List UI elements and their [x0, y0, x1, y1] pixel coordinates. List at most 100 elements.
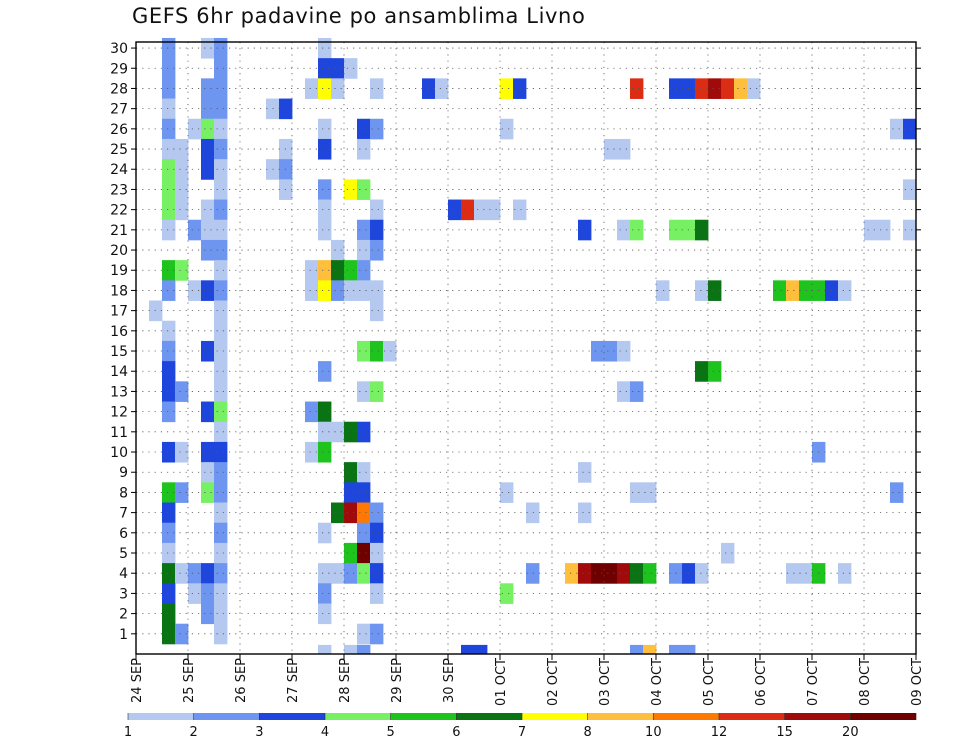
heatmap-cell	[201, 401, 215, 423]
heatmap-cell	[305, 260, 319, 281]
heatmap-cell	[682, 644, 696, 655]
heatmap-cell	[214, 583, 228, 604]
heatmap-cell	[175, 623, 189, 645]
heatmap-cell	[344, 644, 358, 655]
heatmap-cell	[162, 583, 176, 604]
y-tick-label: 29	[110, 61, 128, 77]
heatmap-cell	[838, 280, 852, 301]
heatmap-cell	[214, 482, 228, 503]
heatmap-cell	[422, 78, 436, 99]
heatmap-cell	[175, 159, 189, 180]
heatmap-cell	[708, 78, 722, 99]
heatmap-cell	[214, 219, 228, 241]
heatmap-cell	[305, 441, 319, 463]
heatmap-cell	[357, 502, 371, 524]
heatmap-cell	[162, 179, 176, 200]
heatmap-cell	[162, 482, 176, 503]
y-tick-label: 19	[110, 263, 128, 279]
heatmap-cell	[188, 280, 202, 301]
colorbar-swatch	[784, 713, 851, 720]
y-tick-label: 1	[119, 627, 128, 643]
heatmap-cell	[357, 280, 371, 301]
y-tick-label: 22	[110, 203, 128, 219]
heatmap-cell	[162, 603, 176, 625]
heatmap-cell	[864, 219, 878, 241]
heatmap-cell	[201, 563, 215, 584]
heatmap-cell	[357, 482, 371, 503]
heatmap-cell	[604, 340, 618, 362]
y-tick-label: 24	[110, 162, 128, 178]
heatmap-cell	[318, 522, 332, 544]
heatmap-cell	[201, 219, 215, 241]
heatmap-cell	[487, 199, 501, 221]
heatmap-cell	[357, 623, 371, 645]
heatmap-cell	[786, 563, 800, 584]
heatmap-cell	[513, 78, 527, 99]
y-tick-label: 4	[119, 566, 128, 582]
heatmap-cell	[162, 522, 176, 544]
heatmap-cell	[214, 78, 228, 99]
heatmap-cell	[162, 623, 176, 645]
y-tick-label: 14	[110, 364, 128, 380]
colorbar-swatch	[587, 713, 654, 720]
heatmap-cell	[344, 563, 358, 584]
x-tick-label: 07 OCT	[806, 658, 821, 706]
heatmap-cell	[721, 78, 735, 99]
heatmap-cell	[656, 280, 670, 301]
heatmap-cell	[357, 239, 371, 261]
heatmap-cell	[903, 118, 917, 140]
heatmap-cell	[318, 563, 332, 584]
x-tick-label: 08 OCT	[858, 658, 873, 706]
x-tick-label: 01 OCT	[494, 658, 509, 706]
heatmap-cell	[695, 563, 709, 584]
heatmap-cell	[214, 300, 228, 322]
x-tick-label: 24 SEP	[130, 658, 145, 703]
heatmap-cell	[201, 482, 215, 503]
chart-title: GEFS 6hr padavine po ansamblima Livno	[132, 4, 586, 28]
heatmap-cell	[357, 522, 371, 544]
heatmap-cell	[214, 98, 228, 120]
heatmap-cell	[695, 219, 709, 241]
heatmap-cell	[630, 563, 644, 584]
heatmap-cell	[214, 340, 228, 362]
heatmap-cell	[786, 280, 800, 301]
heatmap-cell	[214, 159, 228, 180]
heatmap-cell	[721, 542, 735, 564]
colorbar-label: 8	[584, 725, 592, 740]
heatmap-cell	[162, 401, 176, 423]
y-tick-label: 10	[110, 445, 128, 461]
heatmap-cell	[305, 280, 319, 301]
heatmap-cell	[175, 381, 189, 402]
heatmap-cell	[318, 138, 332, 160]
heatmap-cell	[162, 381, 176, 402]
x-tick-label: 03 OCT	[598, 658, 613, 706]
x-tick-label: 05 OCT	[702, 658, 717, 706]
heatmap-cell	[617, 340, 631, 362]
heatmap-cell	[357, 542, 371, 564]
heatmap-cell	[318, 199, 332, 221]
heatmap-cell	[357, 563, 371, 584]
colorbar-swatch	[653, 713, 720, 720]
heatmap-cell	[344, 502, 358, 524]
heatmap-cell	[357, 179, 371, 200]
heatmap-cell	[201, 138, 215, 160]
heatmap-cell	[318, 219, 332, 241]
heatmap-cell	[214, 320, 228, 342]
heatmap-cell	[370, 199, 384, 221]
heatmap-cell	[604, 138, 618, 160]
heatmap-cell	[877, 219, 891, 241]
y-tick-label: 28	[110, 81, 128, 97]
y-tick-label: 7	[119, 506, 128, 522]
heatmap-cell	[370, 78, 384, 99]
heatmap-cell	[175, 199, 189, 221]
heatmap-cell	[357, 118, 371, 140]
heatmap-cell	[214, 441, 228, 463]
colorbar-label: 15	[776, 725, 793, 740]
heatmap-cell	[604, 563, 618, 584]
heatmap-cell	[591, 340, 605, 362]
heatmap-cell	[331, 421, 345, 443]
heatmap-cell	[305, 78, 319, 99]
heatmap-cell	[188, 219, 202, 241]
colorbar-label: 5	[387, 725, 395, 740]
colorbar-swatch	[128, 713, 194, 720]
